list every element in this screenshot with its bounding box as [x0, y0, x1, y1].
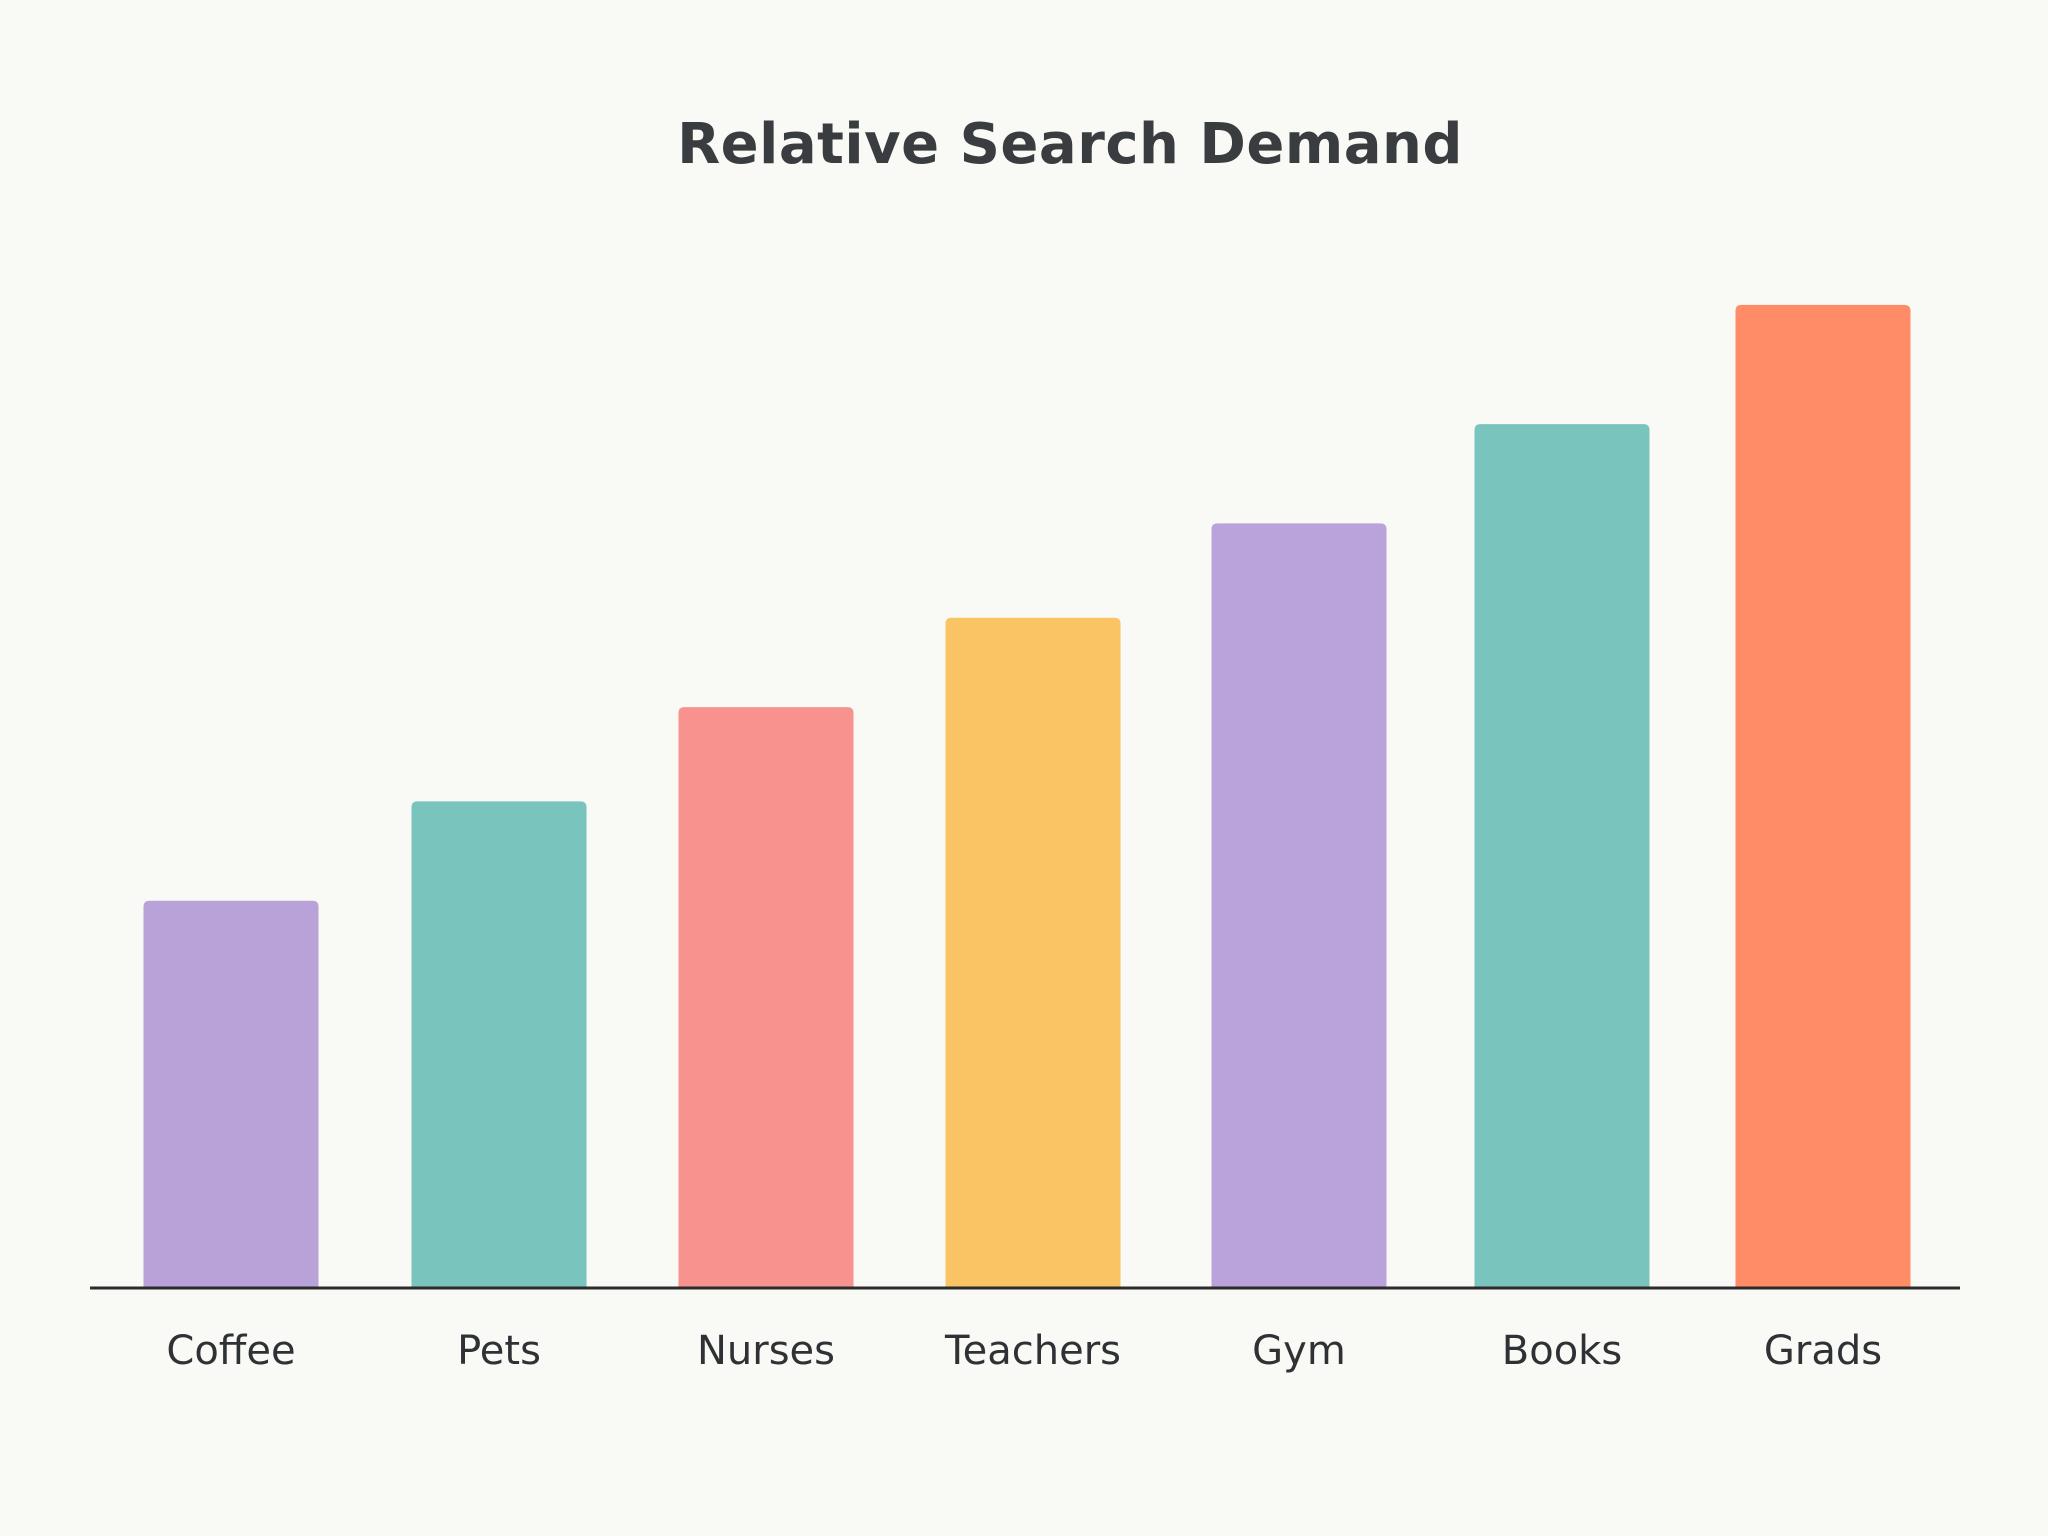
x-tick-labels: Coffee Pets Nurses Teachers Gym Books Grads: [166, 1328, 1882, 1374]
bar-pets: [411, 801, 587, 1288]
x-tick-label: Books: [1502, 1328, 1622, 1374]
x-tick-label: Teachers: [944, 1328, 1121, 1374]
bar-coffee: [143, 900, 319, 1288]
x-tick-label: Gym: [1252, 1328, 1346, 1374]
bar-gym: [1211, 523, 1387, 1288]
bar-books: [1474, 424, 1650, 1289]
bars-group: [143, 304, 1911, 1289]
bar-nurses: [678, 707, 854, 1288]
bar-grads: [1735, 304, 1911, 1288]
x-tick-label: Nurses: [697, 1328, 835, 1374]
bar-teachers: [945, 617, 1121, 1288]
x-tick-label: Coffee: [166, 1328, 295, 1374]
x-tick-label: Grads: [1764, 1328, 1882, 1374]
chart-title: Relative Search Demand: [677, 112, 1463, 177]
x-tick-label: Pets: [457, 1328, 541, 1374]
